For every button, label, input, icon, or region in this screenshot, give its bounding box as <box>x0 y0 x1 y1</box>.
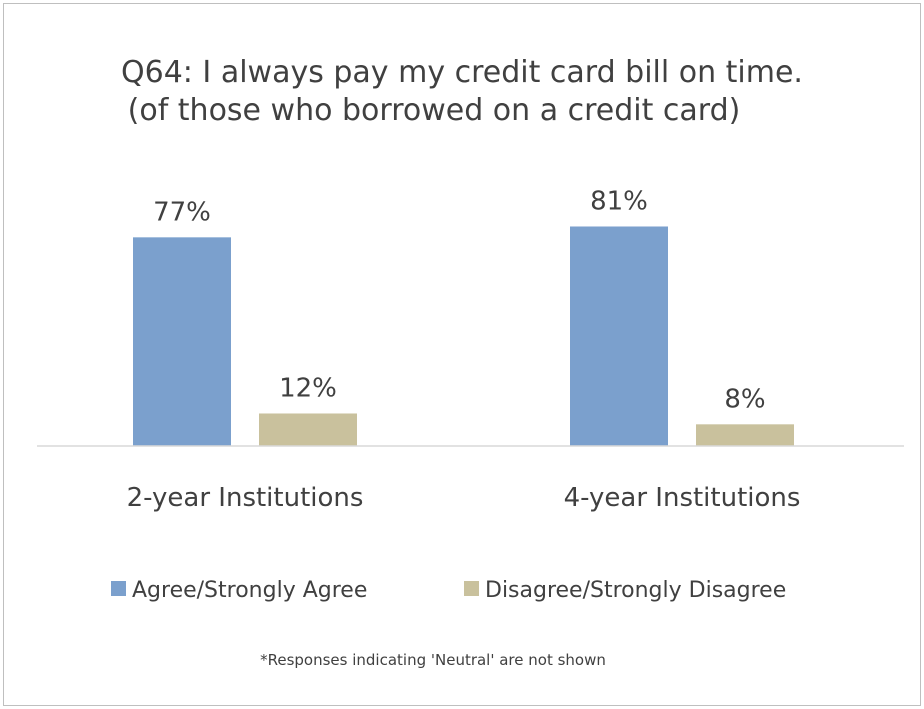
chart-subtitle: (of those who borrowed on a credit card) <box>128 93 741 128</box>
legend-label-disagree: Disagree/Strongly Disagree <box>485 578 786 603</box>
bar-agree-1 <box>133 237 231 446</box>
bar-disagree-2 <box>696 424 794 446</box>
category-label-4-year: 4-year Institutions <box>564 483 801 513</box>
data-label-disagree-2: 8% <box>724 384 765 414</box>
legend-swatch-disagree <box>464 581 479 596</box>
data-labels-layer: 77% 81% 12% 8% <box>153 186 766 414</box>
bar-disagree-1 <box>259 413 357 446</box>
bars-layer <box>133 226 794 446</box>
data-label-agree-2: 81% <box>590 186 648 216</box>
legend: Agree/Strongly Agree Disagree/Strongly D… <box>111 578 786 603</box>
footnote: *Responses indicating 'Neutral' are not … <box>260 651 606 669</box>
legend-swatch-agree <box>111 581 126 596</box>
category-label-2-year: 2-year Institutions <box>127 483 364 513</box>
bar-agree-2 <box>570 226 668 446</box>
chart-title: Q64: I always pay my credit card bill on… <box>121 55 803 90</box>
data-label-disagree-1: 12% <box>279 373 337 403</box>
data-label-agree-1: 77% <box>153 197 211 227</box>
legend-label-agree: Agree/Strongly Agree <box>132 578 367 603</box>
